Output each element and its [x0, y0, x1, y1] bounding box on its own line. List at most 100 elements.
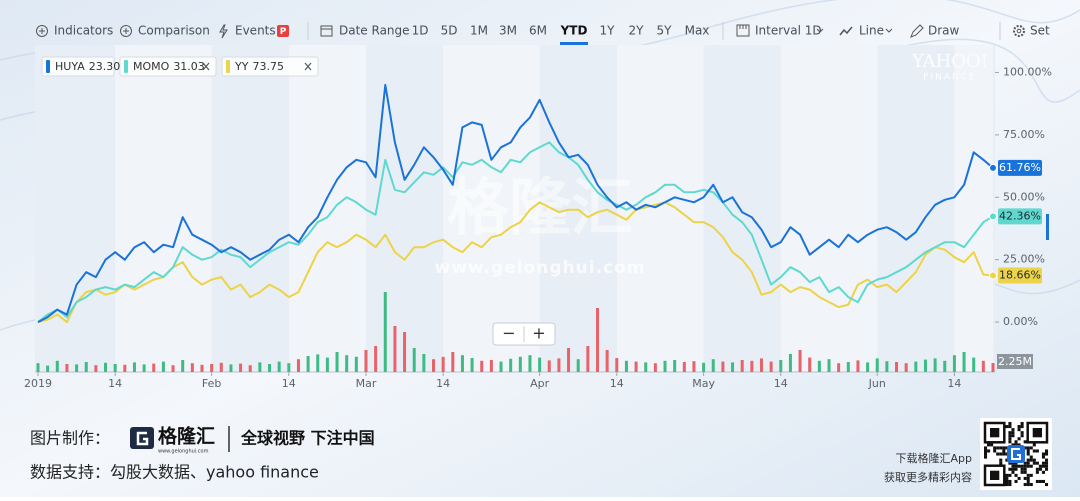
qr-cell [990, 443, 994, 447]
icon [816, 28, 824, 33]
toolbar-button[interactable]: Interval 1D [755, 24, 822, 38]
volume-bar [991, 363, 995, 372]
qr-cell [1035, 461, 1039, 465]
qr-finder [1032, 428, 1042, 438]
range-button[interactable]: 1M [470, 24, 488, 38]
footer-text: 获取更多精彩内容 [884, 470, 972, 484]
volume-bar [296, 359, 300, 372]
qr-cell [999, 461, 1003, 465]
qr-cell [993, 446, 997, 450]
end-label: 18.66% [999, 268, 1041, 281]
qr-cell [1029, 455, 1033, 459]
volume-bar [827, 359, 831, 372]
toolbar-button[interactable]: Comparison [138, 24, 210, 38]
volume-bar [538, 357, 542, 372]
x-tick-label: 14 [108, 377, 122, 390]
qr-cell [1011, 461, 1015, 465]
qr-cell [1011, 428, 1015, 432]
range-button[interactable]: Max [685, 24, 710, 38]
range-button[interactable]: 5D [441, 24, 458, 38]
qr-cell [996, 452, 1000, 456]
qr-cell [1008, 437, 1012, 441]
qr-cell [999, 446, 1003, 450]
remove-icon[interactable] [304, 62, 312, 71]
remove-icon[interactable] [202, 62, 210, 71]
qr-cell [1045, 464, 1049, 468]
volume-bar [229, 364, 233, 372]
volume-bar [567, 348, 571, 372]
qr-cell [1008, 431, 1012, 435]
qr-cell [1029, 473, 1033, 477]
qr-cell [1023, 446, 1027, 450]
end-label-box [998, 159, 1042, 176]
series-line [37, 83, 994, 323]
qr-cell [1032, 458, 1036, 462]
legend-swatch [46, 60, 50, 73]
volume-bar [837, 363, 841, 372]
zoom-button[interactable]: − [502, 324, 515, 343]
series-line [37, 201, 994, 324]
volume-bar [489, 360, 493, 372]
qr-cell [1026, 464, 1030, 468]
legend-chip[interactable] [119, 56, 217, 77]
zoom-button[interactable]: + [532, 324, 545, 343]
volume-bar [132, 362, 136, 372]
range-button[interactable]: 5Y [657, 24, 673, 38]
volume-bar [75, 364, 79, 372]
range-button[interactable]: 6M [529, 24, 547, 38]
qr-cell [1026, 476, 1030, 480]
qr-cell [1026, 473, 1030, 477]
qr-cell [1026, 449, 1030, 453]
qr-cell [1005, 479, 1009, 483]
volume-bar [605, 350, 609, 372]
qr-cell [1014, 440, 1018, 444]
qr-cell [1017, 437, 1021, 441]
qr-cell [1041, 464, 1045, 468]
volume-bar [644, 362, 648, 372]
qr-cell [1008, 440, 1012, 444]
volume-bar [586, 346, 590, 372]
range-button[interactable]: YTD [560, 24, 588, 38]
qr-cell [1014, 479, 1018, 483]
end-label: 61.76% [999, 161, 1041, 174]
qr-cell [1002, 449, 1006, 453]
volume-bar [316, 354, 320, 372]
qr-logo [1011, 448, 1021, 460]
qr-cell [1023, 470, 1027, 474]
volume-bar [759, 358, 763, 372]
toolbar-button[interactable]: Date Range [339, 24, 410, 38]
legend-chip[interactable] [221, 56, 319, 77]
qr-cell [1008, 483, 1012, 487]
toolbar-button[interactable]: Set [1030, 24, 1050, 38]
volume-bar [557, 358, 561, 372]
volume-bar [383, 292, 387, 372]
range-button[interactable]: 1D [412, 24, 429, 38]
logo-text: 格隆汇 [158, 425, 215, 448]
range-button[interactable]: 1Y [600, 24, 616, 38]
toolbar-button[interactable]: Events [235, 24, 276, 38]
qr-cell [1038, 464, 1042, 468]
toolbar-button[interactable]: Indicators [54, 24, 113, 38]
legend-chip[interactable] [41, 56, 115, 77]
period-band [288, 45, 366, 372]
qr-cell [1029, 483, 1033, 487]
toolbar-button[interactable]: Line [859, 24, 884, 38]
qr-cell [1023, 476, 1027, 480]
range-button[interactable]: 3M [499, 24, 517, 38]
icon [885, 28, 893, 33]
volume-bar [152, 363, 156, 372]
x-tick-label: 14 [610, 377, 624, 390]
volume-bar [470, 358, 474, 372]
range-button[interactable]: 2Y [629, 24, 645, 38]
logo-icon [136, 431, 149, 446]
volume-bar [441, 356, 445, 372]
qr-cell [1017, 443, 1021, 447]
volume-bar [624, 360, 628, 372]
volume-bar [923, 359, 927, 372]
watermark-url: www.gelonghui.com [435, 258, 646, 278]
volume-bar [499, 361, 503, 372]
volume-bar [682, 362, 686, 372]
toolbar-button[interactable]: Draw [928, 24, 960, 38]
volume-bar [981, 360, 985, 372]
